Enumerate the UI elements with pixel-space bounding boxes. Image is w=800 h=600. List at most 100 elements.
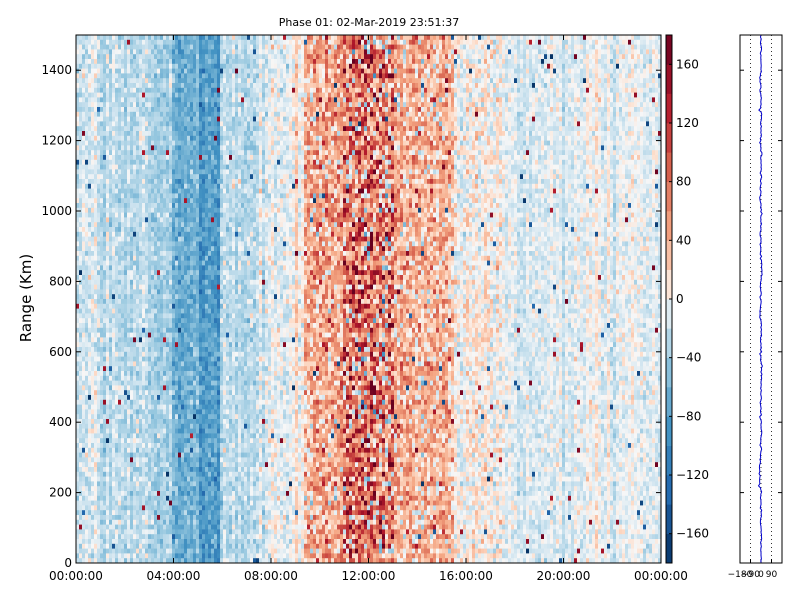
- heatmap-cell: [100, 275, 104, 281]
- heatmap-cell: [109, 380, 113, 386]
- heatmap-cell: [97, 121, 101, 127]
- heatmap-cell: [208, 409, 212, 415]
- heatmap-cell: [163, 303, 167, 309]
- heatmap-cell: [184, 169, 188, 175]
- heatmap-cell: [157, 313, 161, 319]
- heatmap-cell: [193, 188, 197, 194]
- heatmap-cell: [136, 39, 140, 45]
- heatmap-cell: [148, 519, 152, 525]
- heatmap-cell: [118, 116, 122, 122]
- heatmap-cell: [199, 342, 203, 348]
- heatmap-cell: [124, 131, 128, 137]
- heatmap-cell: [139, 116, 143, 122]
- heatmap-cell: [85, 553, 89, 559]
- heatmap-cell: [187, 217, 191, 223]
- heatmap-cell: [127, 246, 131, 252]
- heatmap-cell: [151, 174, 155, 180]
- heatmap-cell: [130, 486, 134, 492]
- heatmap-cell: [169, 553, 173, 559]
- heatmap-cell: [202, 179, 206, 185]
- heatmap-cell: [112, 83, 116, 89]
- heatmap-cell: [106, 145, 110, 151]
- heatmap-cell: [196, 467, 200, 473]
- heatmap-cell: [79, 548, 83, 554]
- heatmap-cell: [91, 183, 95, 189]
- heatmap-cell: [205, 73, 209, 79]
- heatmap-cell: [202, 390, 206, 396]
- heatmap-cell: [175, 462, 179, 468]
- heatmap-cell: [124, 203, 128, 209]
- heatmap-cell: [172, 438, 176, 444]
- heatmap-cell: [103, 409, 107, 415]
- heatmap-cell: [133, 135, 137, 141]
- heatmap-cell: [208, 270, 212, 276]
- heatmap-cell: [124, 54, 128, 60]
- heatmap-cell: [85, 303, 89, 309]
- heatmap-cell: [166, 284, 170, 290]
- heatmap-cell: [91, 174, 95, 180]
- heatmap-cell: [205, 131, 209, 137]
- heatmap-cell: [211, 140, 215, 146]
- heatmap-cell: [175, 323, 179, 329]
- heatmap-cell: [103, 395, 107, 401]
- heatmap-cell: [181, 135, 185, 141]
- heatmap-cell: [112, 155, 116, 161]
- heatmap-cell: [109, 327, 113, 333]
- heatmap-cell: [115, 97, 119, 103]
- heatmap-cell: [100, 188, 104, 194]
- heatmap-cell: [184, 255, 188, 261]
- heatmap-cell: [133, 548, 137, 554]
- heatmap-cell: [196, 491, 200, 497]
- heatmap-cell: [142, 78, 146, 84]
- heatmap-cell: [181, 476, 185, 482]
- heatmap-cell: [208, 78, 212, 84]
- heatmap-cell: [145, 49, 149, 55]
- heatmap-cell: [109, 97, 113, 103]
- heatmap-cell: [130, 294, 134, 300]
- heatmap-cell: [175, 361, 179, 367]
- heatmap-cell: [199, 457, 203, 463]
- heatmap-cell: [124, 102, 128, 108]
- heatmap-cell: [124, 294, 128, 300]
- heatmap-cell: [184, 270, 188, 276]
- heatmap-cell: [85, 323, 89, 329]
- heatmap-cell: [82, 270, 86, 276]
- heatmap-cell: [85, 375, 89, 381]
- heatmap-cell: [145, 207, 149, 213]
- heatmap-cell: [106, 78, 110, 84]
- heatmap-cell: [100, 140, 104, 146]
- heatmap-cell: [187, 558, 191, 564]
- heatmap-cell: [85, 121, 89, 127]
- heatmap-cell: [115, 553, 119, 559]
- heatmap-cell: [199, 558, 203, 564]
- heatmap-cell: [85, 539, 89, 545]
- heatmap-cell: [196, 241, 200, 247]
- heatmap-cell: [178, 500, 182, 506]
- heatmap-cell: [163, 375, 167, 381]
- heatmap-cell: [103, 284, 107, 290]
- heatmap-cell: [181, 97, 185, 103]
- heatmap-cell: [178, 203, 182, 209]
- heatmap-cell: [178, 227, 182, 233]
- heatmap-cell: [148, 207, 152, 213]
- heatmap-cell: [112, 519, 116, 525]
- heatmap-cell: [142, 159, 146, 165]
- heatmap-cell: [76, 188, 80, 194]
- heatmap-cell: [130, 471, 134, 477]
- heatmap-cell: [142, 73, 146, 79]
- heatmap-cell: [115, 323, 119, 329]
- heatmap-cell: [91, 303, 95, 309]
- heatmap-cell: [124, 59, 128, 65]
- heatmap-cell: [127, 409, 131, 415]
- heatmap-cell: [175, 452, 179, 458]
- heatmap-cell: [160, 97, 164, 103]
- heatmap-cell: [202, 174, 206, 180]
- heatmap-cell: [112, 183, 116, 189]
- heatmap-cell: [199, 476, 203, 482]
- heatmap-cell: [100, 534, 104, 540]
- heatmap-cell: [127, 323, 131, 329]
- heatmap-cell: [112, 270, 116, 276]
- heatmap-cell: [187, 390, 191, 396]
- heatmap-cell: [187, 44, 191, 50]
- heatmap-cell: [190, 519, 194, 525]
